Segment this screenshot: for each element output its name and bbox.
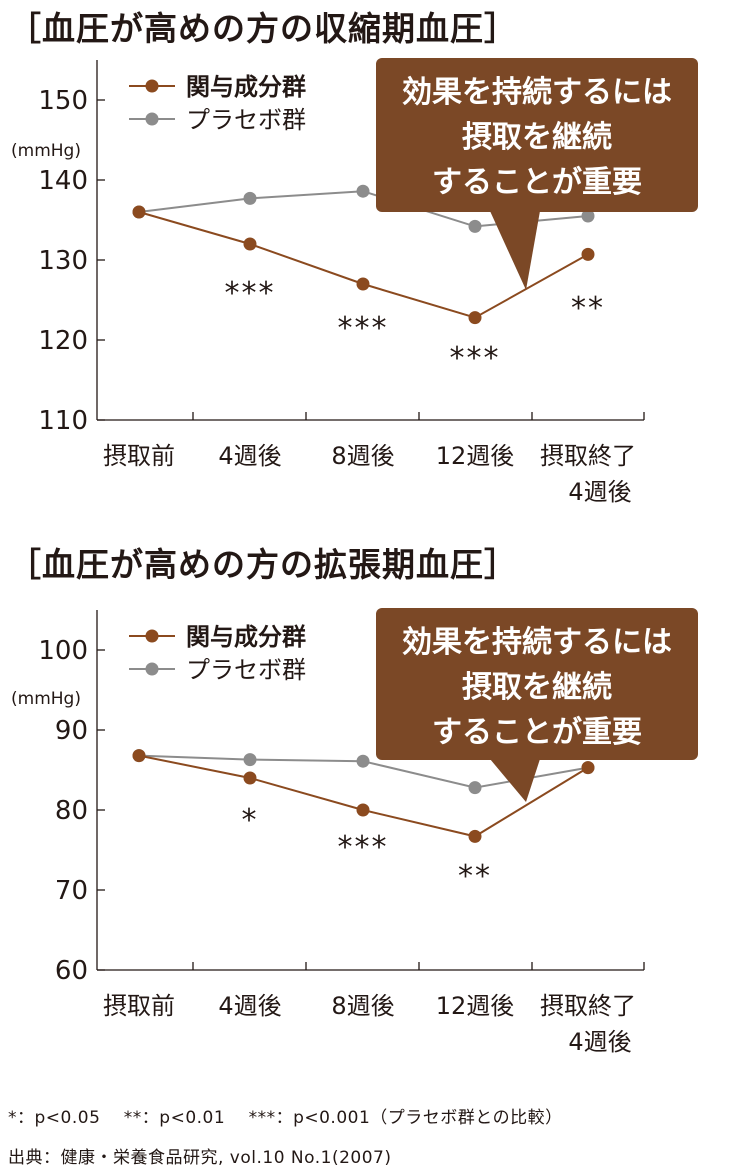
data-point-active [356, 803, 370, 817]
y-axis-unit: (mmHg) [11, 689, 81, 709]
legend-label-placebo: プラセボ群 [186, 656, 306, 684]
y-tick-label: 70 [55, 876, 88, 906]
data-point-placebo [356, 754, 370, 768]
legend-marker-active [145, 629, 159, 643]
x-tick-label: 4週後 [568, 478, 631, 506]
x-tick-label: 8週後 [331, 442, 394, 470]
callout-text-line: することが重要 [432, 165, 642, 200]
y-tick-label: 130 [38, 246, 88, 276]
callout-text-line: 摂取を継続 [462, 120, 612, 155]
data-point-active [468, 311, 482, 325]
x-tick-label: 8週後 [331, 992, 394, 1020]
significance-marker: *** [338, 311, 389, 346]
data-point-placebo [468, 781, 482, 795]
significance-marker: ** [571, 291, 605, 326]
legend-label-active: 関与成分群 [186, 73, 306, 101]
x-tick-label: 摂取前 [103, 442, 175, 470]
callout-text-line: 摂取を継続 [462, 670, 612, 705]
x-tick-label: 摂取終了 [540, 442, 636, 470]
callout-pointer [490, 211, 540, 290]
callout-text-line: 効果を持続するには [402, 75, 672, 110]
legend-label-placebo: プラセボ群 [186, 106, 306, 134]
x-tick-label: 4週後 [218, 992, 281, 1020]
x-tick-label: 摂取前 [103, 992, 175, 1020]
data-point-active [243, 237, 257, 251]
chart-title-diastolic: ［血圧が高めの方の拡張期血圧］ [8, 545, 518, 584]
y-tick-label: 100 [38, 636, 88, 666]
data-point-placebo [581, 209, 595, 223]
data-point-active [581, 761, 595, 775]
data-point-active [581, 247, 595, 261]
y-tick-label: 80 [55, 796, 88, 826]
y-tick-label: 150 [38, 86, 88, 116]
data-point-placebo [468, 219, 482, 233]
y-axis-unit: (mmHg) [11, 141, 81, 161]
data-point-placebo [356, 184, 370, 198]
significance-marker: ** [458, 859, 492, 894]
legend-marker-placebo [145, 112, 159, 126]
y-tick-label: 110 [38, 406, 88, 436]
x-tick-label: 4週後 [568, 1028, 631, 1056]
significance-marker: *** [225, 276, 276, 311]
callout-text-line: することが重要 [432, 715, 642, 750]
callout-text-line: 効果を持続するには [402, 625, 672, 660]
x-tick-label: 12週後 [436, 992, 515, 1020]
significance-marker: *** [338, 830, 389, 865]
x-tick-label: 摂取終了 [540, 992, 636, 1020]
systolic-chart: 110 120 130 140 150 (mmHg) 摂取前 4週後 8週後 12週後 摂取終了 4週… [11, 58, 698, 506]
data-point-active [468, 829, 482, 843]
data-point-placebo [243, 191, 257, 205]
x-tick-label: 4週後 [218, 442, 281, 470]
y-tick-label: 140 [38, 166, 88, 196]
y-tick-label: 60 [55, 956, 88, 986]
callout-box [376, 608, 698, 760]
x-tick-label: 12週後 [436, 442, 515, 470]
data-point-placebo [243, 753, 257, 767]
callout-pointer [490, 759, 540, 802]
data-point-active [132, 205, 146, 219]
y-tick-label: 90 [55, 716, 88, 746]
significance-footnote: *：p<0.05 **：p<0.01 ***：p<0.001（プラセボ群との比較… [8, 1108, 563, 1128]
legend-label-active: 関与成分群 [186, 623, 306, 651]
y-tick-label: 120 [38, 326, 88, 356]
data-point-active [132, 749, 146, 763]
significance-marker: * [242, 803, 259, 838]
data-point-active [243, 771, 257, 785]
chart-title-systolic: ［血圧が高めの方の収縮期血圧］ [8, 9, 518, 48]
legend-marker-placebo [145, 662, 159, 676]
legend-marker-active [145, 79, 159, 93]
data-point-active [356, 277, 370, 291]
source-footnote: 出典：健康・栄養食品研究, vol.10 No.1(2007) [8, 1148, 392, 1168]
significance-marker: *** [450, 341, 501, 376]
callout-box [376, 58, 698, 212]
